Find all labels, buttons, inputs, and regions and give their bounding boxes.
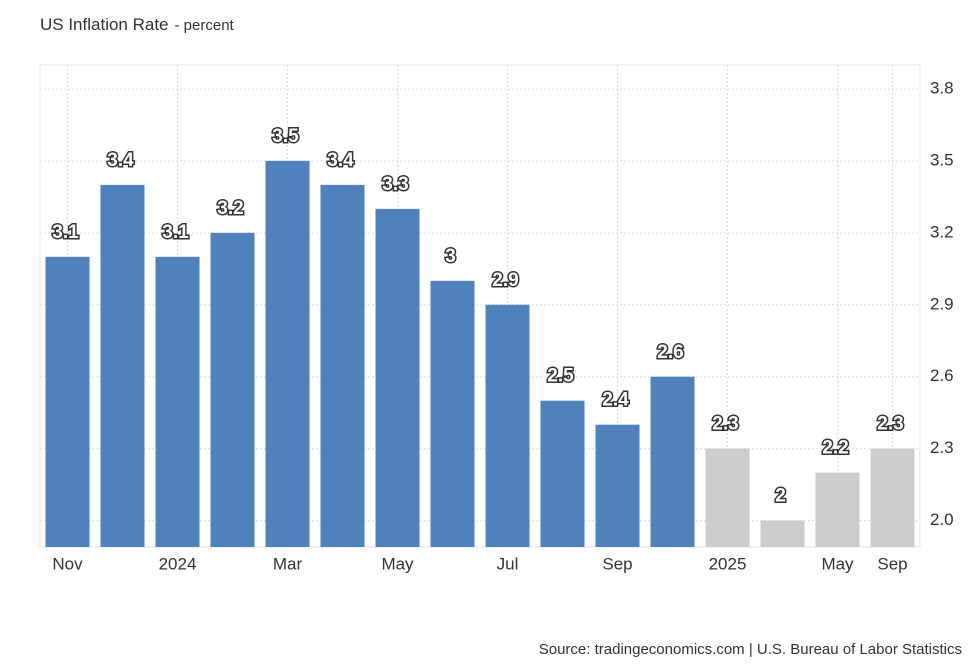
bar [815,472,860,547]
value-label: 3 [445,246,456,267]
y-tick-label: 3.2 [930,222,954,241]
bar [320,184,365,547]
value-label: 2.5 [547,366,574,387]
bar [595,424,640,547]
x-tick-label: May [381,554,414,573]
bar [45,256,90,547]
plot-frame [39,64,921,548]
value-label: 3.4 [327,150,354,171]
value-label: 3.2 [217,198,243,219]
x-tick-label: Mar [273,554,303,573]
bar [265,160,310,547]
x-tick-label: Sep [877,554,907,573]
title: US Inflation Rate [40,15,169,34]
x-tick-label: May [821,554,854,573]
bar [155,256,200,547]
bar [100,184,145,547]
bar [870,448,915,547]
chart-title: US Inflation Rate - percent [40,15,235,34]
bar [485,304,530,547]
x-tick-label: Nov [52,554,83,573]
subtitle: - percent [175,17,235,34]
value-label: 3.3 [382,174,408,195]
value-label: 3.1 [162,222,189,243]
value-label: 2.3 [712,414,738,435]
y-tick-label: 2.6 [930,366,954,385]
x-tick-label: 2024 [159,554,197,573]
x-tick-label: 2025 [709,554,747,573]
value-label: 2.6 [657,342,683,363]
x-tick-label: Jul [497,554,519,573]
y-tick-label: 2.9 [930,294,954,313]
y-tick-label: 2.0 [930,510,954,529]
x-tick-label: Sep [602,554,632,573]
bar [210,232,255,547]
y-tick-label: 3.8 [930,78,954,97]
value-label: 2.3 [877,414,903,435]
bar [430,280,475,547]
value-label: 2 [775,486,786,507]
value-label: 3.4 [107,150,134,171]
bar [650,376,695,547]
bar [760,520,805,547]
bar [705,448,750,547]
bar [540,400,585,547]
source: Source: tradingeconomics.com | U.S. Bure… [539,641,962,658]
y-tick-label: 3.5 [930,150,954,169]
value-label: 3.5 [272,126,299,147]
value-label: 3.1 [52,222,79,243]
bar [375,208,420,547]
value-label: 2.9 [492,270,518,291]
value-label: 2.2 [822,438,848,459]
value-label: 2.4 [602,390,629,411]
y-tick-label: 2.3 [930,438,954,457]
